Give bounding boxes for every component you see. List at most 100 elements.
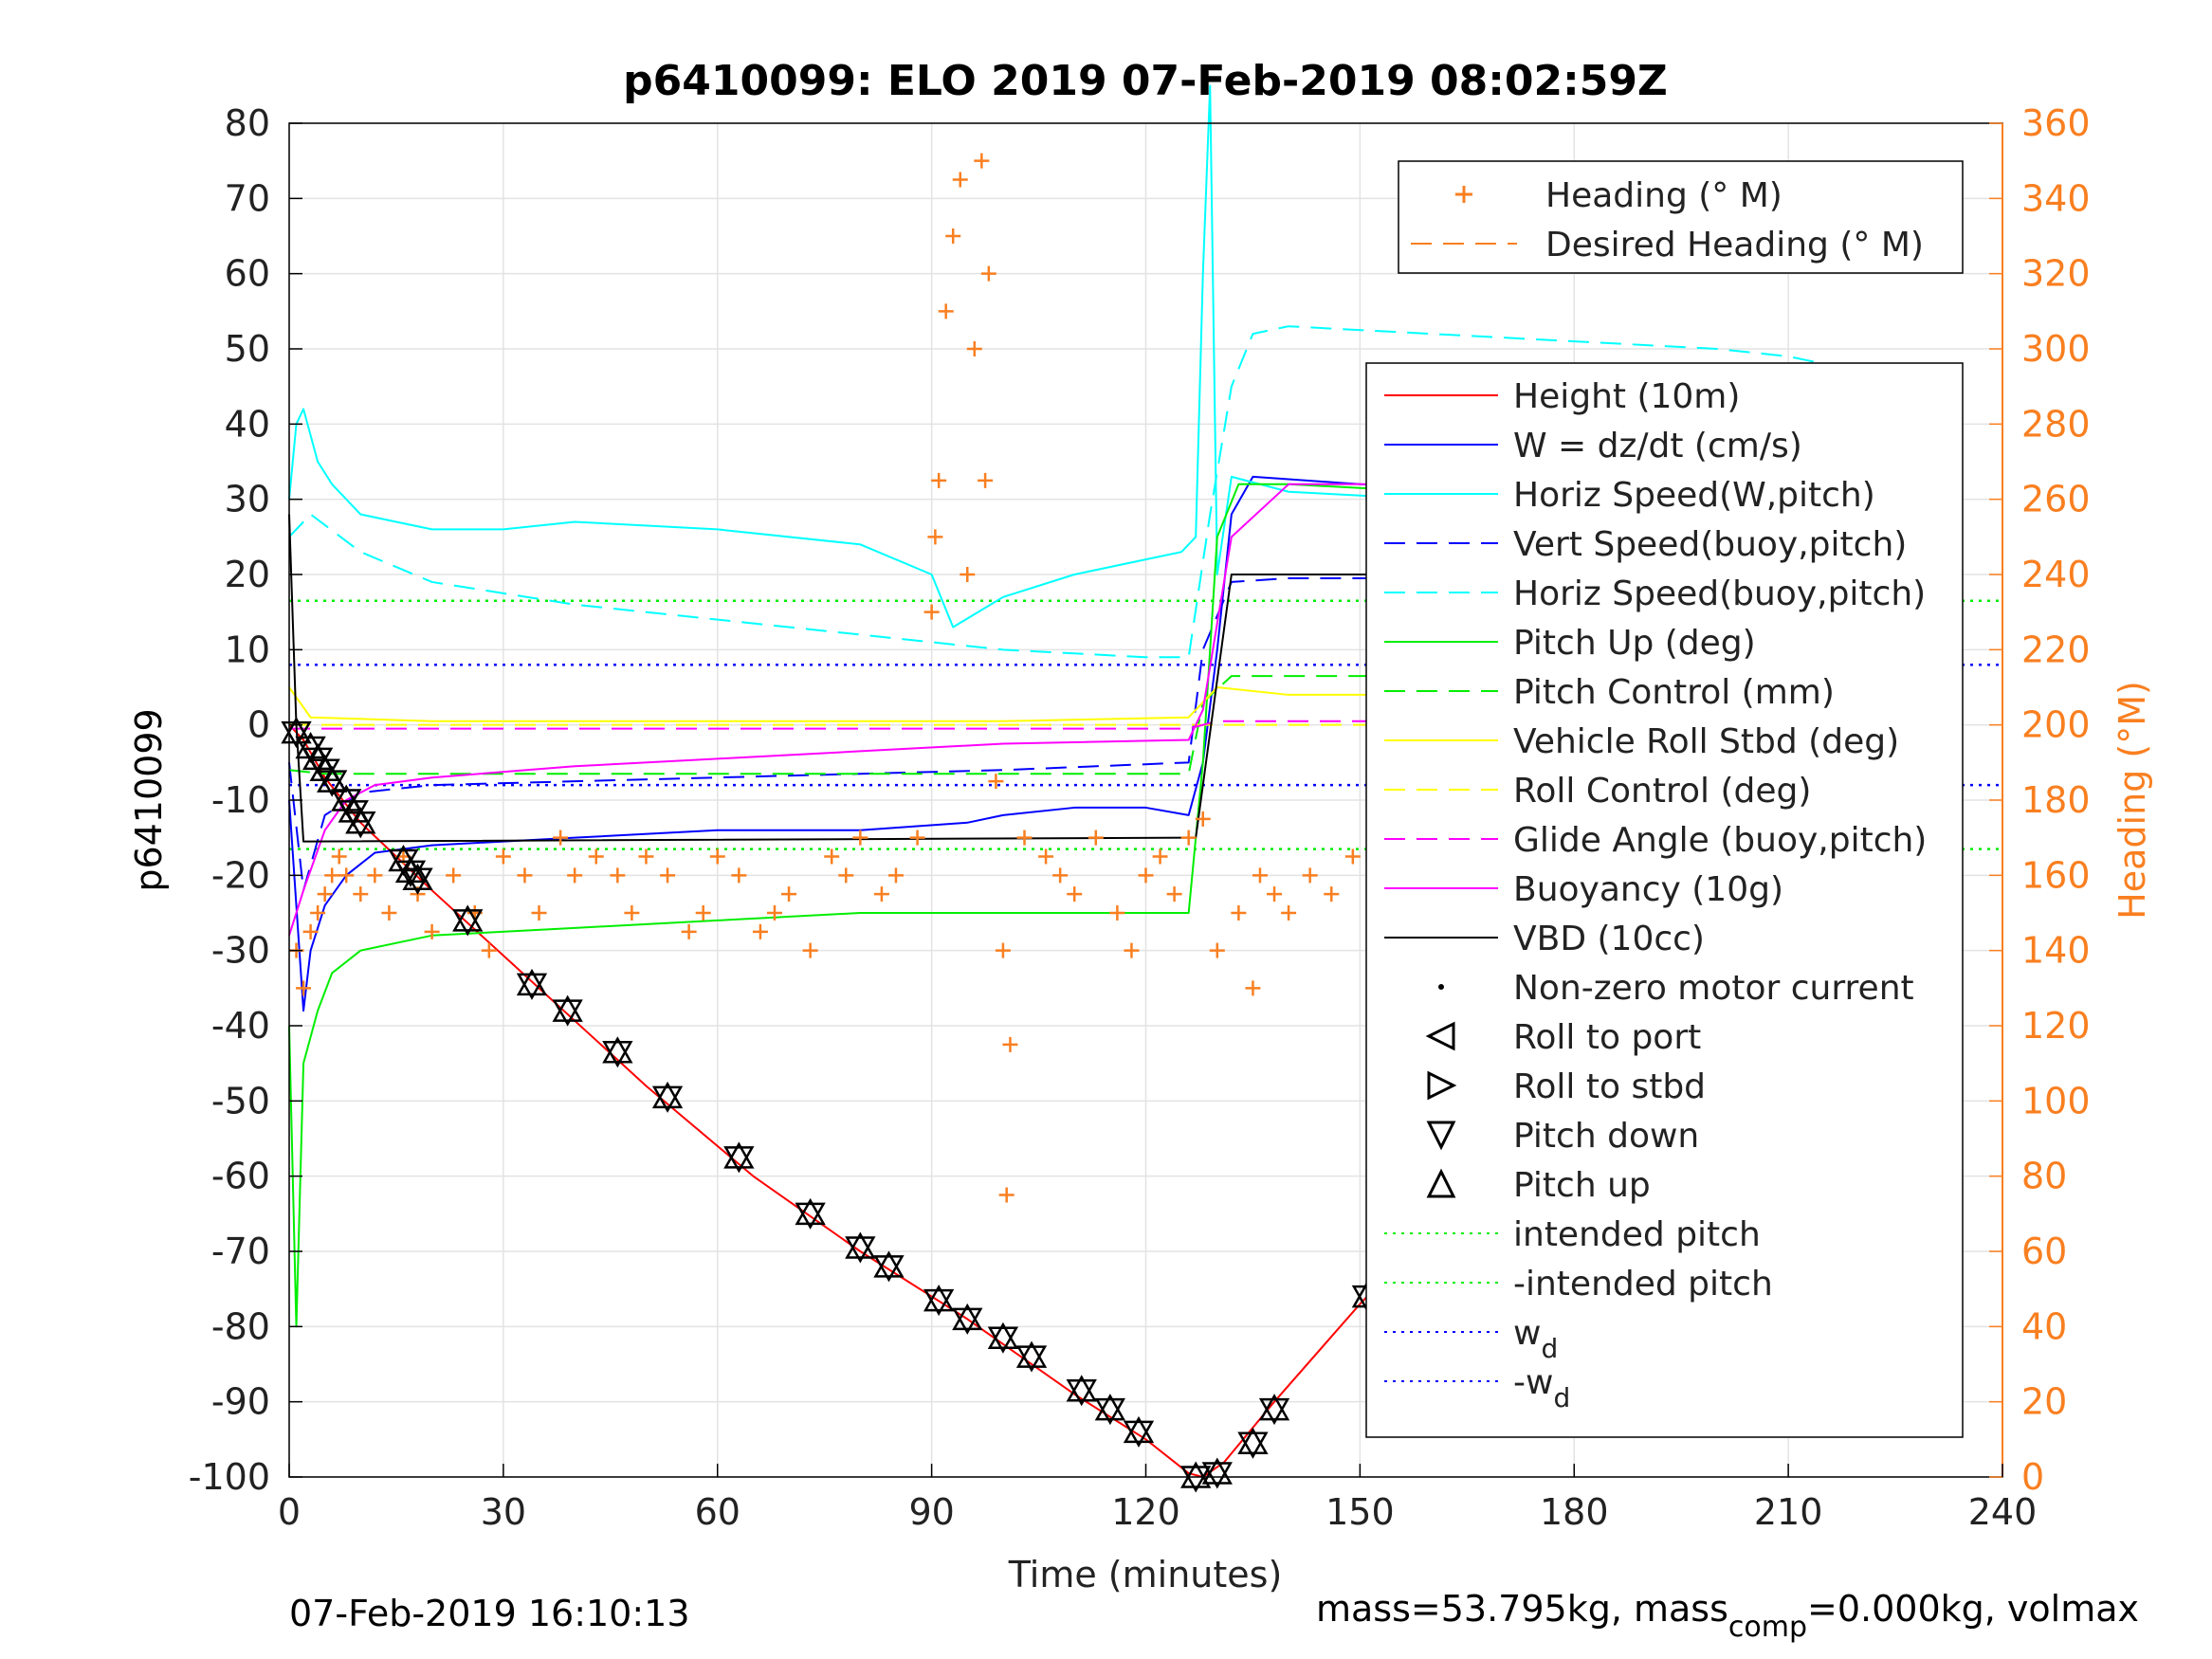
legend-main-entry-label: Buoyancy (10g) — [1513, 870, 1783, 909]
pitch-down-marker — [552, 999, 583, 1027]
legend-main-entry-label: VBD (10cc) — [1513, 920, 1705, 958]
y-tick-label: 40 — [225, 403, 270, 445]
heading-point — [638, 848, 654, 865]
y-axis-label: p6410099 — [128, 708, 170, 891]
heading-point — [802, 942, 818, 958]
pitch-up-marker — [651, 1081, 684, 1109]
y-tick-label: -90 — [211, 1381, 270, 1423]
legend-main-entry-label: Height (10m) — [1513, 377, 1740, 416]
pitch-up-marker — [795, 1197, 826, 1226]
heading-point — [1088, 830, 1104, 846]
legend-heading-entry-plus-icon — [1455, 186, 1472, 203]
pitch-down-marker — [317, 770, 348, 797]
heading-point — [424, 923, 440, 939]
pitch-down-marker — [1258, 1397, 1290, 1426]
y2-tick-label: 40 — [2021, 1305, 2067, 1347]
footer-mass: mass=53.795kg, masscomp=0.000kg, volmax — [1316, 1588, 2139, 1644]
heading-point — [838, 867, 854, 884]
heading-point — [610, 867, 626, 884]
y2-tick-label: 60 — [2021, 1231, 2067, 1272]
x-tick-label: 240 — [1968, 1491, 2038, 1533]
heading-point — [338, 867, 355, 884]
pitch-up-marker — [345, 807, 376, 834]
x-tick-label: 90 — [908, 1491, 954, 1533]
legend-main-entry-label: Horiz Speed(W,pitch) — [1513, 476, 1875, 515]
y-tick-label: -40 — [211, 1005, 270, 1047]
heading-point — [567, 867, 583, 884]
y2-tick-label: 180 — [2021, 779, 2091, 821]
heading-point — [317, 886, 333, 902]
heading-point — [752, 923, 768, 939]
x-axis-label: Time (minutes) — [1008, 1554, 1283, 1595]
pitch-down-marker — [952, 1307, 983, 1335]
pitch-down-marker — [516, 973, 548, 1000]
legend-main-entry-label: Pitch up — [1513, 1166, 1651, 1205]
pitch-up-marker — [873, 1250, 905, 1278]
pitch-down-marker — [345, 811, 376, 839]
pitch-down-marker — [1201, 1462, 1233, 1489]
legend-main-entry-subscript: d — [1553, 1382, 1570, 1413]
legend-heading-entry-label: Desired Heading (° M) — [1545, 226, 1924, 264]
pitch-up-marker — [1258, 1394, 1290, 1421]
y-tick-label: 0 — [247, 704, 270, 746]
legend-main-entry-label: W = dz/dt (cm/s) — [1513, 427, 1802, 465]
heading-point — [353, 886, 369, 902]
x-axis-ticks: 0 30 60 90 120 150 180 210 240 — [278, 1464, 2037, 1533]
pitch-down-marker — [987, 1326, 1019, 1354]
y-tick-label: -70 — [211, 1231, 270, 1272]
legend-main-entry-label: intended pitch — [1513, 1215, 1761, 1254]
legend-main-entry-label: -wd — [1513, 1363, 1570, 1413]
heading-point — [302, 923, 319, 939]
pitch-down-marker — [873, 1255, 905, 1283]
pitch-up-marker — [552, 994, 583, 1022]
heading-point — [1281, 905, 1297, 921]
heading-point — [709, 848, 725, 865]
chart-title: p6410099: ELO 2019 07-Feb-2019 08:02:59Z — [623, 57, 1668, 105]
heading-point — [553, 830, 569, 846]
heading-point — [1252, 867, 1268, 884]
legend-main-entry-text: Roll Control (deg) — [1513, 772, 1811, 811]
x-tick-label: 210 — [1754, 1491, 1823, 1533]
heading-point — [1016, 830, 1033, 846]
legend-main-entry-label: Roll to stbd — [1513, 1067, 1706, 1106]
heading-point — [995, 942, 1011, 958]
legend-heading-entry-label: Heading (° M) — [1545, 176, 1782, 215]
footer-mass-suffix: =0.000kg, volmax — [1807, 1588, 2139, 1630]
heading-point — [1302, 867, 1318, 884]
pitch-up-marker — [1237, 1427, 1269, 1455]
heading-point — [1138, 867, 1154, 884]
pitch-up-marker — [952, 1303, 983, 1331]
heading-point — [952, 172, 968, 188]
y-tick-label: -80 — [211, 1305, 270, 1347]
pitch-up-marker — [602, 1036, 633, 1064]
legend-main-entry-label: Roll to port — [1513, 1018, 1701, 1057]
x-tick-label: 180 — [1540, 1491, 1609, 1533]
y-tick-label: 80 — [225, 102, 270, 144]
heading-point — [1324, 886, 1340, 902]
y2-tick-label: 200 — [2021, 704, 2091, 746]
heading-point — [766, 905, 782, 921]
legend-main-entry-label: -intended pitch — [1513, 1265, 1773, 1304]
legend-main-entry-text: Vert Speed(buoy,pitch) — [1513, 525, 1907, 564]
heading-point — [517, 867, 533, 884]
legend-main-entry-label: Pitch Up (deg) — [1513, 624, 1756, 663]
heading-point — [296, 980, 312, 996]
pitch-up-marker — [1123, 1415, 1155, 1444]
pitch-up-marker — [452, 904, 484, 932]
legend-main-entry-subscript: d — [1541, 1333, 1558, 1364]
legend-main-entry-label: Horiz Speed(buoy,pitch) — [1513, 574, 1926, 613]
y2-tick-label: 140 — [2021, 930, 2091, 972]
y-tick-label: 10 — [225, 629, 270, 670]
pitch-up-marker — [402, 863, 433, 891]
heading-point — [381, 905, 397, 921]
footer-mass-sub: comp — [1728, 1611, 1807, 1644]
heading-point — [310, 905, 326, 921]
heading-point — [624, 905, 640, 921]
legend-main-entry-triangle-icon — [1425, 1021, 1455, 1051]
legend-main-entry-text: Pitch Control (mm) — [1513, 673, 1835, 712]
pitch-down-marker — [923, 1288, 955, 1317]
heading-point — [909, 830, 925, 846]
legend-main-entry-text: Buoyancy (10g) — [1513, 870, 1783, 909]
legend-heading: Heading (° M) Desired Heading (° M) — [1398, 160, 1964, 274]
y2-tick-label: 160 — [2021, 854, 2091, 896]
